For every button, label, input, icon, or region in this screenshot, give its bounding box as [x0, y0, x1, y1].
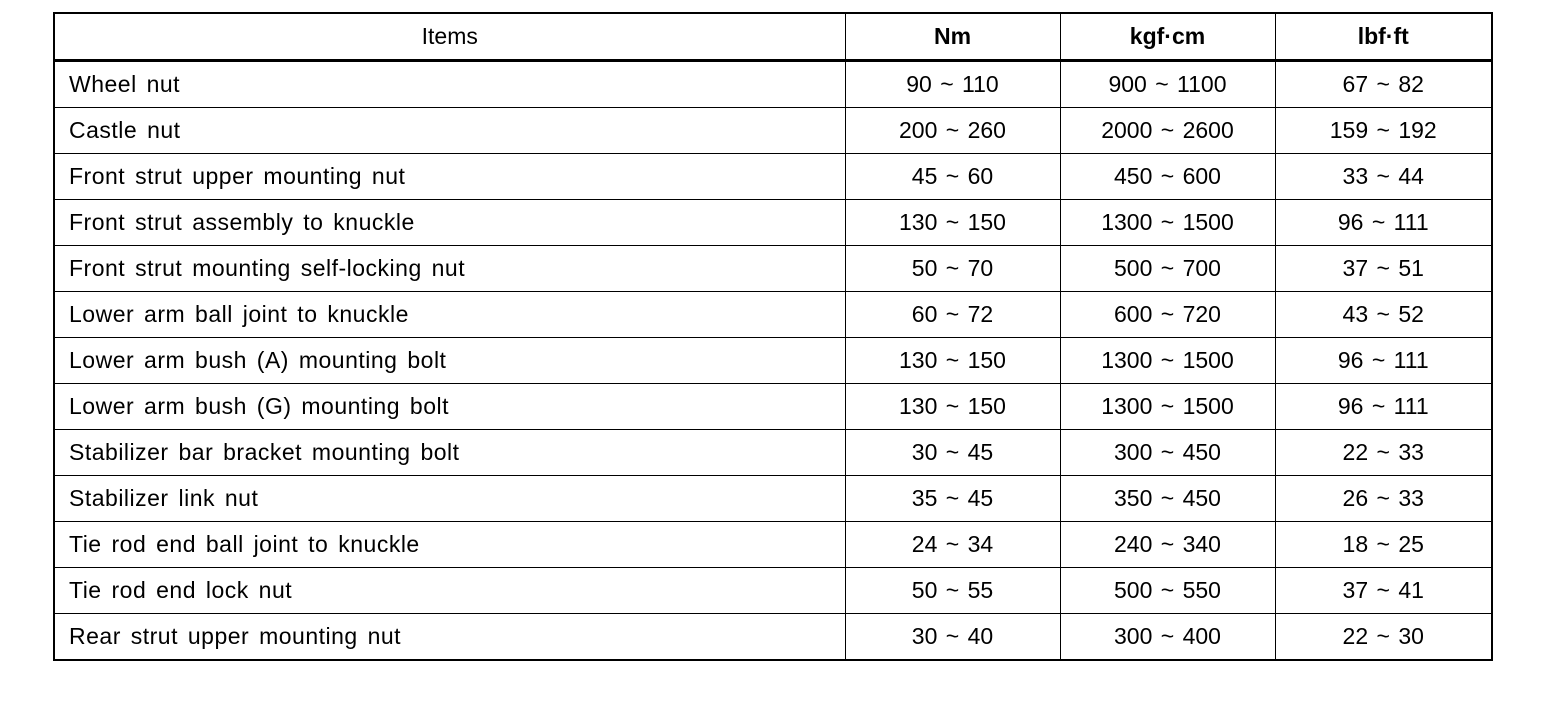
nm-cell: 200 ~ 260 [844, 107, 1061, 154]
lbf-ft-cell: 37 ~ 51 [1274, 245, 1493, 292]
header-items: Items [53, 12, 846, 62]
nm-cell: 130 ~ 150 [844, 199, 1061, 246]
kgf-cm-cell: 1300 ~ 1500 [1059, 337, 1276, 384]
lbf-ft-cell: 96 ~ 111 [1274, 383, 1493, 430]
header-row: Items Nm kgf·cm lbf·ft [53, 12, 1493, 62]
table-row: Tie rod end ball joint to knuckle 24 ~ 34… [53, 521, 1493, 568]
kgf-cm-cell: 1300 ~ 1500 [1059, 199, 1276, 246]
kgf-cm-cell: 300 ~ 400 [1059, 613, 1276, 661]
table-row: Stabilizer link nut 35 ~ 45 350 ~ 450 26 ~ … [53, 475, 1493, 522]
kgf-cm-cell: 240 ~ 340 [1059, 521, 1276, 568]
header-nm: Nm [844, 12, 1061, 62]
kgf-cm-cell: 350 ~ 450 [1059, 475, 1276, 522]
table-row: Castle nut 200 ~ 260 2000 ~ 2600 159 ~ 192 [53, 107, 1493, 154]
lbf-ft-cell: 67 ~ 82 [1274, 60, 1493, 108]
item-cell: Front strut upper mounting nut [53, 153, 846, 200]
nm-cell: 130 ~ 150 [844, 383, 1061, 430]
item-cell: Wheel nut [53, 60, 846, 108]
item-cell: Stabilizer bar bracket mounting bolt [53, 429, 846, 476]
nm-cell: 50 ~ 55 [844, 567, 1061, 614]
kgf-cm-cell: 300 ~ 450 [1059, 429, 1276, 476]
nm-cell: 45 ~ 60 [844, 153, 1061, 200]
lbf-ft-cell: 18 ~ 25 [1274, 521, 1493, 568]
kgf-cm-cell: 500 ~ 550 [1059, 567, 1276, 614]
nm-cell: 30 ~ 40 [844, 613, 1061, 661]
kgf-cm-cell: 1300 ~ 1500 [1059, 383, 1276, 430]
nm-cell: 130 ~ 150 [844, 337, 1061, 384]
nm-cell: 90 ~ 110 [844, 60, 1061, 108]
kgf-cm-cell: 600 ~ 720 [1059, 291, 1276, 338]
item-cell: Tie rod end lock nut [53, 567, 846, 614]
nm-cell: 50 ~ 70 [844, 245, 1061, 292]
table-row: Stabilizer bar bracket mounting bolt 30 ~… [53, 429, 1493, 476]
header-kgf-cm: kgf·cm [1059, 12, 1276, 62]
table-row: Front strut upper mounting nut 45 ~ 60 450… [53, 153, 1493, 200]
table-row: Front strut mounting self-locking nut 50 … [53, 245, 1493, 292]
item-cell: Stabilizer link nut [53, 475, 846, 522]
table-row: Lower arm bush (G) mounting bolt 130 ~ 15… [53, 383, 1493, 430]
table-row: Front strut assembly to knuckle 130 ~ 150… [53, 199, 1493, 246]
item-cell: Tie rod end ball joint to knuckle [53, 521, 846, 568]
table-row: Wheel nut 90 ~ 110 900 ~ 1100 67 ~ 82 [53, 60, 1493, 108]
item-cell: Lower arm ball joint to knuckle [53, 291, 846, 338]
item-cell: Front strut mounting self-locking nut [53, 245, 846, 292]
item-cell: Lower arm bush (G) mounting bolt [53, 383, 846, 430]
item-cell: Rear strut upper mounting nut [53, 613, 846, 661]
table-row: Lower arm ball joint to knuckle 60 ~ 72 60… [53, 291, 1493, 338]
kgf-cm-cell: 500 ~ 700 [1059, 245, 1276, 292]
lbf-ft-cell: 96 ~ 111 [1274, 337, 1493, 384]
lbf-ft-cell: 22 ~ 30 [1274, 613, 1493, 661]
table-row: Tie rod end lock nut 50 ~ 55 500 ~ 550 37 ~… [53, 567, 1493, 614]
nm-cell: 30 ~ 45 [844, 429, 1061, 476]
header-lbf-ft: lbf·ft [1274, 12, 1493, 62]
item-cell: Front strut assembly to knuckle [53, 199, 846, 246]
nm-cell: 24 ~ 34 [844, 521, 1061, 568]
lbf-ft-cell: 43 ~ 52 [1274, 291, 1493, 338]
torque-spec-table: Items Nm kgf·cm lbf·ft Wheel nut 90 ~ 110… [53, 12, 1493, 661]
kgf-cm-cell: 450 ~ 600 [1059, 153, 1276, 200]
nm-cell: 35 ~ 45 [844, 475, 1061, 522]
table-row: Rear strut upper mounting nut 30 ~ 40 300 … [53, 613, 1493, 661]
lbf-ft-cell: 33 ~ 44 [1274, 153, 1493, 200]
kgf-cm-cell: 2000 ~ 2600 [1059, 107, 1276, 154]
item-cell: Castle nut [53, 107, 846, 154]
item-cell: Lower arm bush (A) mounting bolt [53, 337, 846, 384]
lbf-ft-cell: 37 ~ 41 [1274, 567, 1493, 614]
lbf-ft-cell: 159 ~ 192 [1274, 107, 1493, 154]
kgf-cm-cell: 900 ~ 1100 [1059, 60, 1276, 108]
lbf-ft-cell: 26 ~ 33 [1274, 475, 1493, 522]
nm-cell: 60 ~ 72 [844, 291, 1061, 338]
table-row: Lower arm bush (A) mounting bolt 130 ~ 15… [53, 337, 1493, 384]
lbf-ft-cell: 96 ~ 111 [1274, 199, 1493, 246]
lbf-ft-cell: 22 ~ 33 [1274, 429, 1493, 476]
